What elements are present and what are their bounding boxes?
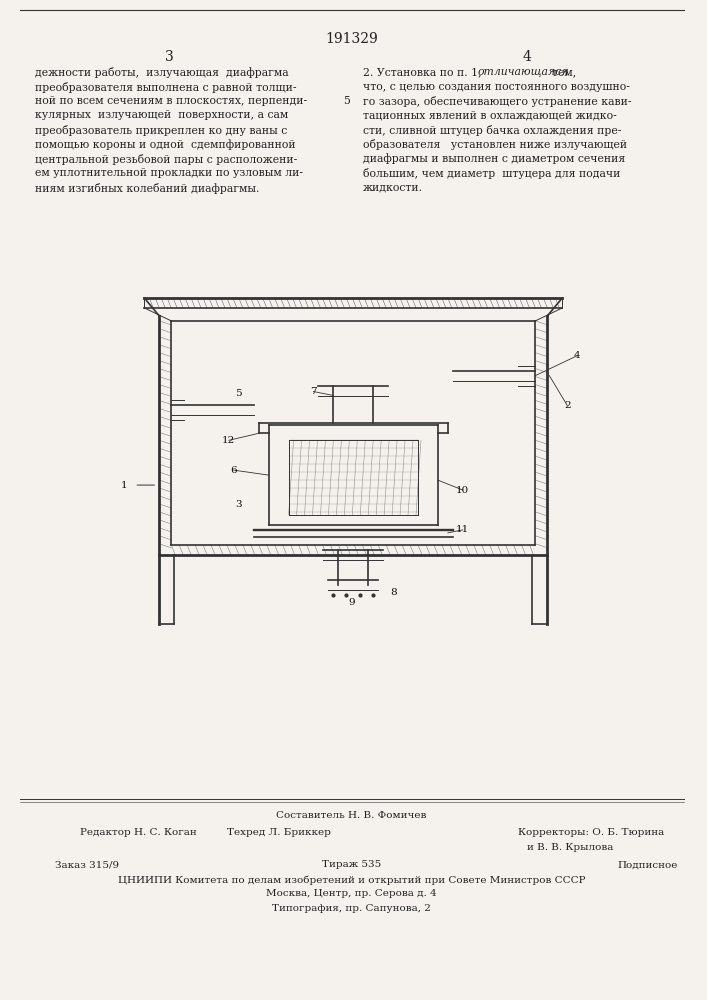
Text: жидкости.: жидкости. bbox=[363, 183, 423, 193]
Text: диафрагмы и выполнен с диаметром сечения: диафрагмы и выполнен с диаметром сечения bbox=[363, 154, 626, 164]
Text: и В. В. Крылова: и В. В. Крылова bbox=[527, 843, 614, 852]
Text: 3: 3 bbox=[235, 500, 243, 509]
Text: 191329: 191329 bbox=[325, 32, 378, 46]
Text: ниям изгибных колебаний диафрагмы.: ниям изгибных колебаний диафрагмы. bbox=[35, 183, 259, 194]
Text: 6: 6 bbox=[230, 466, 237, 475]
Text: Редактор Н. С. Коган: Редактор Н. С. Коган bbox=[80, 828, 197, 837]
Text: отличающаяся: отличающаяся bbox=[478, 67, 569, 77]
Text: центральной резьбовой пары с расположени-: центральной резьбовой пары с расположени… bbox=[35, 154, 297, 165]
Text: помощью короны и одной  сдемпфированной: помощью короны и одной сдемпфированной bbox=[35, 139, 296, 150]
Text: большим, чем диаметр  штуцера для подачи: большим, чем диаметр штуцера для подачи bbox=[363, 168, 621, 179]
Text: 10: 10 bbox=[456, 486, 469, 495]
Text: сти, сливной штуцер бачка охлаждения пре-: сти, сливной штуцер бачка охлаждения пре… bbox=[363, 125, 621, 136]
Text: преобразователь прикреплен ко дну ваны с: преобразователь прикреплен ко дну ваны с bbox=[35, 125, 287, 136]
Text: 4: 4 bbox=[574, 351, 580, 360]
Text: Подписное: Подписное bbox=[617, 860, 677, 869]
Text: ем уплотнительной прокладки по узловым ли-: ем уплотнительной прокладки по узловым л… bbox=[35, 168, 303, 178]
Text: Корректоры: О. Б. Тюрина: Корректоры: О. Б. Тюрина bbox=[518, 828, 664, 837]
Text: Тираж 535: Тираж 535 bbox=[322, 860, 381, 869]
Text: тационных явлений в охлаждающей жидко-: тационных явлений в охлаждающей жидко- bbox=[363, 110, 617, 120]
Text: Типография, пр. Сапунова, 2: Типография, пр. Сапунова, 2 bbox=[272, 904, 431, 913]
Text: дежности работы,  излучающая  диафрагма: дежности работы, излучающая диафрагма bbox=[35, 67, 288, 78]
Text: ЦНИИПИ Комитета по делам изобретений и открытий при Совете Министров СССР: ЦНИИПИ Комитета по делам изобретений и о… bbox=[117, 875, 585, 885]
Text: го зазора, обеспечивающего устранение кави-: го зазора, обеспечивающего устранение ка… bbox=[363, 96, 632, 107]
Text: тем,: тем, bbox=[545, 67, 577, 77]
Text: 9: 9 bbox=[348, 598, 355, 607]
Text: Составитель Н. В. Фомичев: Составитель Н. В. Фомичев bbox=[276, 811, 426, 820]
Text: 5: 5 bbox=[235, 389, 243, 398]
Text: 2. Установка по п. 1,: 2. Установка по п. 1, bbox=[363, 67, 486, 77]
Text: 3: 3 bbox=[165, 50, 173, 64]
Text: 5: 5 bbox=[344, 96, 350, 106]
Text: 7: 7 bbox=[310, 387, 317, 396]
Text: 2: 2 bbox=[564, 401, 571, 410]
Text: что, с целью создания постоянного воздушно-: что, с целью создания постоянного воздуш… bbox=[363, 82, 630, 92]
Text: преобразователя выполнена с равной толщи-: преобразователя выполнена с равной толщи… bbox=[35, 82, 296, 93]
Text: образователя   установлен ниже излучающей: образователя установлен ниже излучающей bbox=[363, 139, 627, 150]
Text: 12: 12 bbox=[222, 436, 235, 445]
Text: 8: 8 bbox=[390, 588, 397, 597]
Text: 1: 1 bbox=[121, 481, 128, 490]
Text: 11: 11 bbox=[456, 525, 469, 534]
Text: ной по всем сечениям в плоскостях, перпенди-: ной по всем сечениям в плоскостях, перпе… bbox=[35, 96, 307, 106]
Text: 4: 4 bbox=[523, 50, 532, 64]
Text: Заказ 315/9: Заказ 315/9 bbox=[54, 860, 119, 869]
Text: Москва, Центр, пр. Серова д. 4: Москва, Центр, пр. Серова д. 4 bbox=[266, 889, 437, 898]
Text: кулярных  излучающей  поверхности, а сам: кулярных излучающей поверхности, а сам bbox=[35, 110, 288, 120]
Text: Техред Л. Бриккер: Техред Л. Бриккер bbox=[227, 828, 331, 837]
